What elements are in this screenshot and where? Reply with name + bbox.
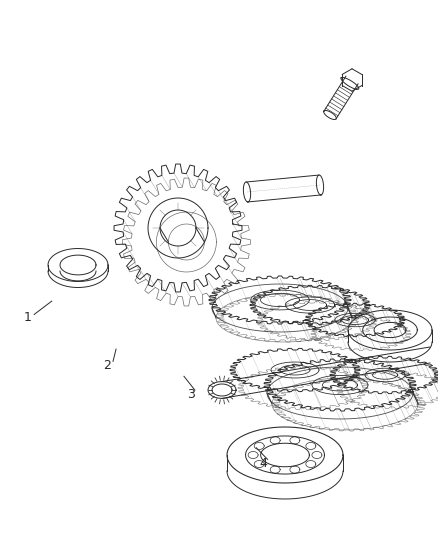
- Text: 3: 3: [187, 388, 194, 401]
- Text: 4: 4: [260, 457, 268, 470]
- Text: 2: 2: [103, 359, 111, 372]
- Text: 1: 1: [23, 311, 31, 324]
